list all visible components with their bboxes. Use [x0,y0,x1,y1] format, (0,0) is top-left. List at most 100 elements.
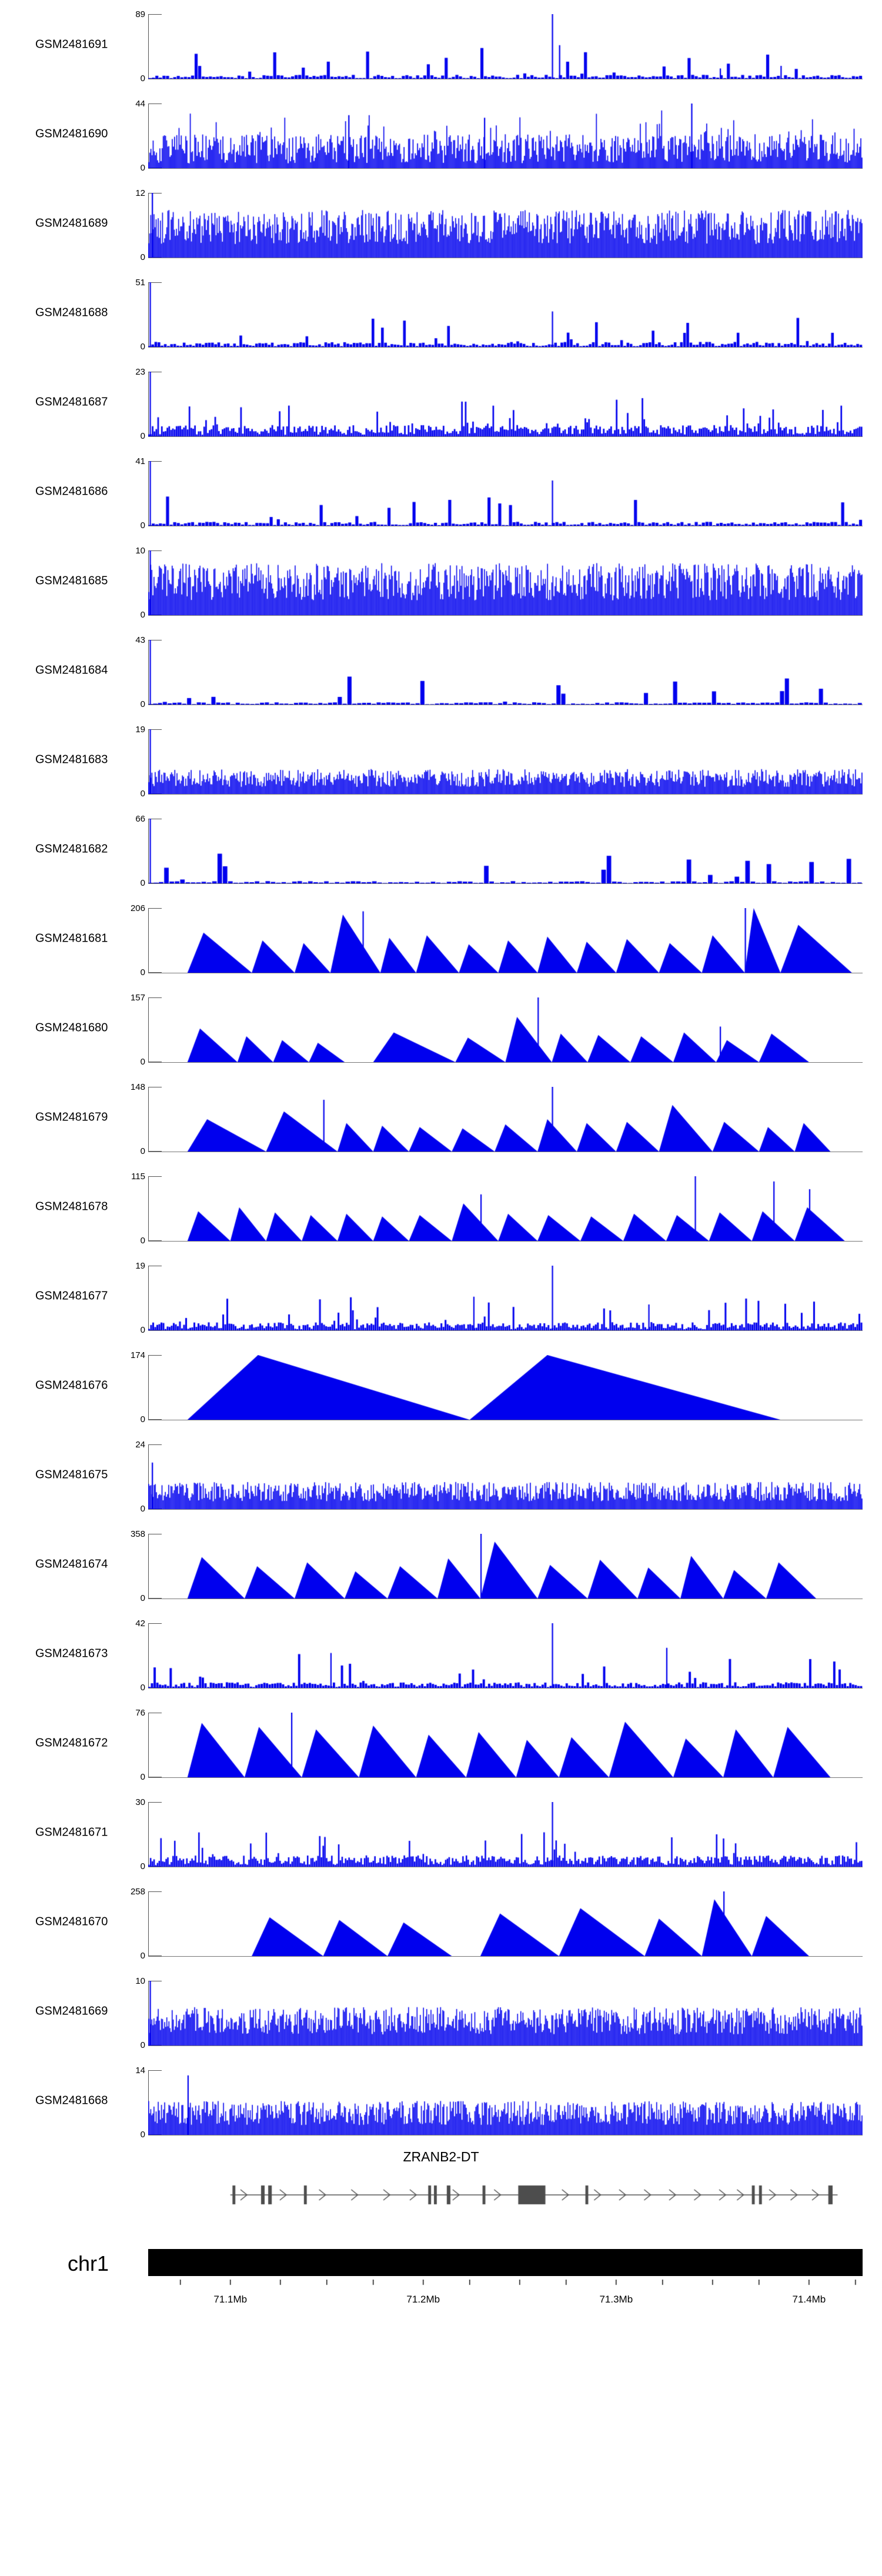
coverage-plot-area[interactable] [148,729,863,795]
coverage-plot-area[interactable] [148,1355,863,1420]
axis-min-label: 0 [140,2130,145,2140]
coverage-track: GSM2481686 41 0 [0,447,882,536]
coverage-plot-area[interactable] [148,819,863,884]
track-sample-label: GSM2481671 [35,1826,108,1839]
coverage-plot-area[interactable] [148,2070,863,2135]
axis-max-label: 19 [135,725,145,735]
coverage-track: GSM2481677 19 0 [0,1252,882,1341]
coverage-plot-area[interactable] [148,372,863,437]
track-sample-label: GSM2481683 [35,753,108,766]
coverage-plot-area[interactable] [148,282,863,348]
coverage-plot-area[interactable] [148,193,863,258]
coverage-track: GSM2481668 14 0 [0,2056,882,2145]
track-sample-label: GSM2481670 [35,1915,108,1928]
coverage-tracks-container: GSM2481691 89 0 GSM2481690 44 0 GSM2481689 12 0 G… [0,0,882,2145]
axis-max-label: 51 [135,278,145,288]
axis-min-label: 0 [140,163,145,173]
gene-annotation-section: ZRANB2-DT [0,2145,882,2234]
coverage-track: GSM2481685 10 0 [0,536,882,626]
track-sample-label: GSM2481674 [35,1557,108,1571]
coverage-plot-area[interactable] [148,908,863,973]
coverage-canvas [148,1623,863,1688]
coverage-track: GSM2481676 174 0 [0,1341,882,1430]
gene-model-track[interactable] [148,2180,863,2210]
coverage-track: GSM2481682 66 0 [0,805,882,894]
axis-max-label: 174 [130,1350,145,1360]
track-sample-label: GSM2481679 [35,1110,108,1124]
track-sample-label: GSM2481686 [35,485,108,498]
track-sample-label: GSM2481669 [35,2004,108,2018]
coverage-canvas [148,1981,863,2046]
coverage-track: GSM2481691 89 0 [0,0,882,89]
coverage-track: GSM2481678 115 0 [0,1162,882,1252]
coverage-plot-area[interactable] [148,1713,863,1778]
axis-min-label: 0 [140,1683,145,1693]
axis-min-label: 0 [140,878,145,888]
coverage-plot-area[interactable] [148,1534,863,1599]
coverage-canvas [148,819,863,883]
coverage-plot-area[interactable] [148,997,863,1063]
coverage-plot-area[interactable] [148,1444,863,1510]
axis-max-label: 24 [135,1440,145,1450]
axis-min-label: 0 [140,1951,145,1961]
track-sample-label: GSM2481678 [35,1200,108,1213]
chromosome-section: chr1 71.1Mb 71.2Mb 71.3Mb 71.4Mb [0,2234,882,2310]
axis-max-label: 44 [135,99,145,109]
coverage-plot-area[interactable] [148,640,863,705]
coverage-plot-area[interactable] [148,1891,863,1957]
track-sample-label: GSM2481687 [35,395,108,409]
coverage-track: GSM2481690 44 0 [0,89,882,179]
axis-max-label: 14 [135,2066,145,2076]
coverage-track: GSM2481671 30 0 [0,1788,882,1877]
coverage-track: GSM2481672 76 0 [0,1699,882,1788]
track-sample-label: GSM2481684 [35,663,108,677]
coverage-plot-area[interactable] [148,14,863,79]
coverage-plot-area[interactable] [148,461,863,526]
coverage-canvas [148,193,863,258]
axis-min-label: 0 [140,1414,145,1424]
coverage-plot-area[interactable] [148,1266,863,1331]
axis-max-label: 258 [130,1887,145,1897]
ruler-tick-labels: 71.1Mb 71.2Mb 71.3Mb 71.4Mb [148,2293,863,2307]
coverage-track: GSM2481680 157 0 [0,983,882,1073]
coverage-plot-area[interactable] [148,104,863,169]
axis-min-label: 0 [140,74,145,84]
coverage-plot-area[interactable] [148,550,863,616]
coverage-plot-area[interactable] [148,1981,863,2046]
coverage-plot-area[interactable] [148,1802,863,1867]
axis-min-label: 0 [140,967,145,977]
track-sample-label: GSM2481668 [35,2094,108,2107]
ruler-tick-label: 71.4Mb [792,2294,826,2305]
track-sample-label: GSM2481672 [35,1736,108,1750]
coverage-plot-area[interactable] [148,1176,863,1242]
ruler-tick-label: 71.2Mb [406,2294,440,2305]
track-sample-label: GSM2481689 [35,216,108,230]
coverage-canvas [148,729,863,794]
track-sample-label: GSM2481675 [35,1468,108,1481]
axis-min-label: 0 [140,1772,145,1782]
coverage-plot-area[interactable] [148,1623,863,1689]
coverage-track: GSM2481674 358 0 [0,1520,882,1609]
axis-max-label: 10 [135,546,145,556]
track-sample-label: GSM2481682 [35,842,108,856]
coverage-canvas [148,1355,863,1420]
axis-min-label: 0 [140,610,145,620]
axis-min-label: 0 [140,1861,145,1871]
axis-max-label: 115 [131,1172,145,1182]
track-sample-label: GSM2481685 [35,574,108,588]
coverage-track: GSM2481679 148 0 [0,1073,882,1162]
track-sample-label: GSM2481676 [35,1379,108,1392]
axis-max-label: 41 [135,456,145,466]
coverage-track: GSM2481689 12 0 [0,179,882,268]
coverage-canvas [148,1534,863,1599]
coverage-plot-area[interactable] [148,1087,863,1152]
axis-min-label: 0 [140,1593,145,1603]
axis-min-label: 0 [140,789,145,799]
ruler-ticks-canvas [148,2280,863,2293]
chromosome-ideogram-bar[interactable] [148,2249,863,2276]
track-sample-label: GSM2481673 [35,1647,108,1660]
coverage-canvas [148,908,863,973]
coverage-track: GSM2481673 42 0 [0,1609,882,1699]
axis-min-label: 0 [140,1504,145,1514]
